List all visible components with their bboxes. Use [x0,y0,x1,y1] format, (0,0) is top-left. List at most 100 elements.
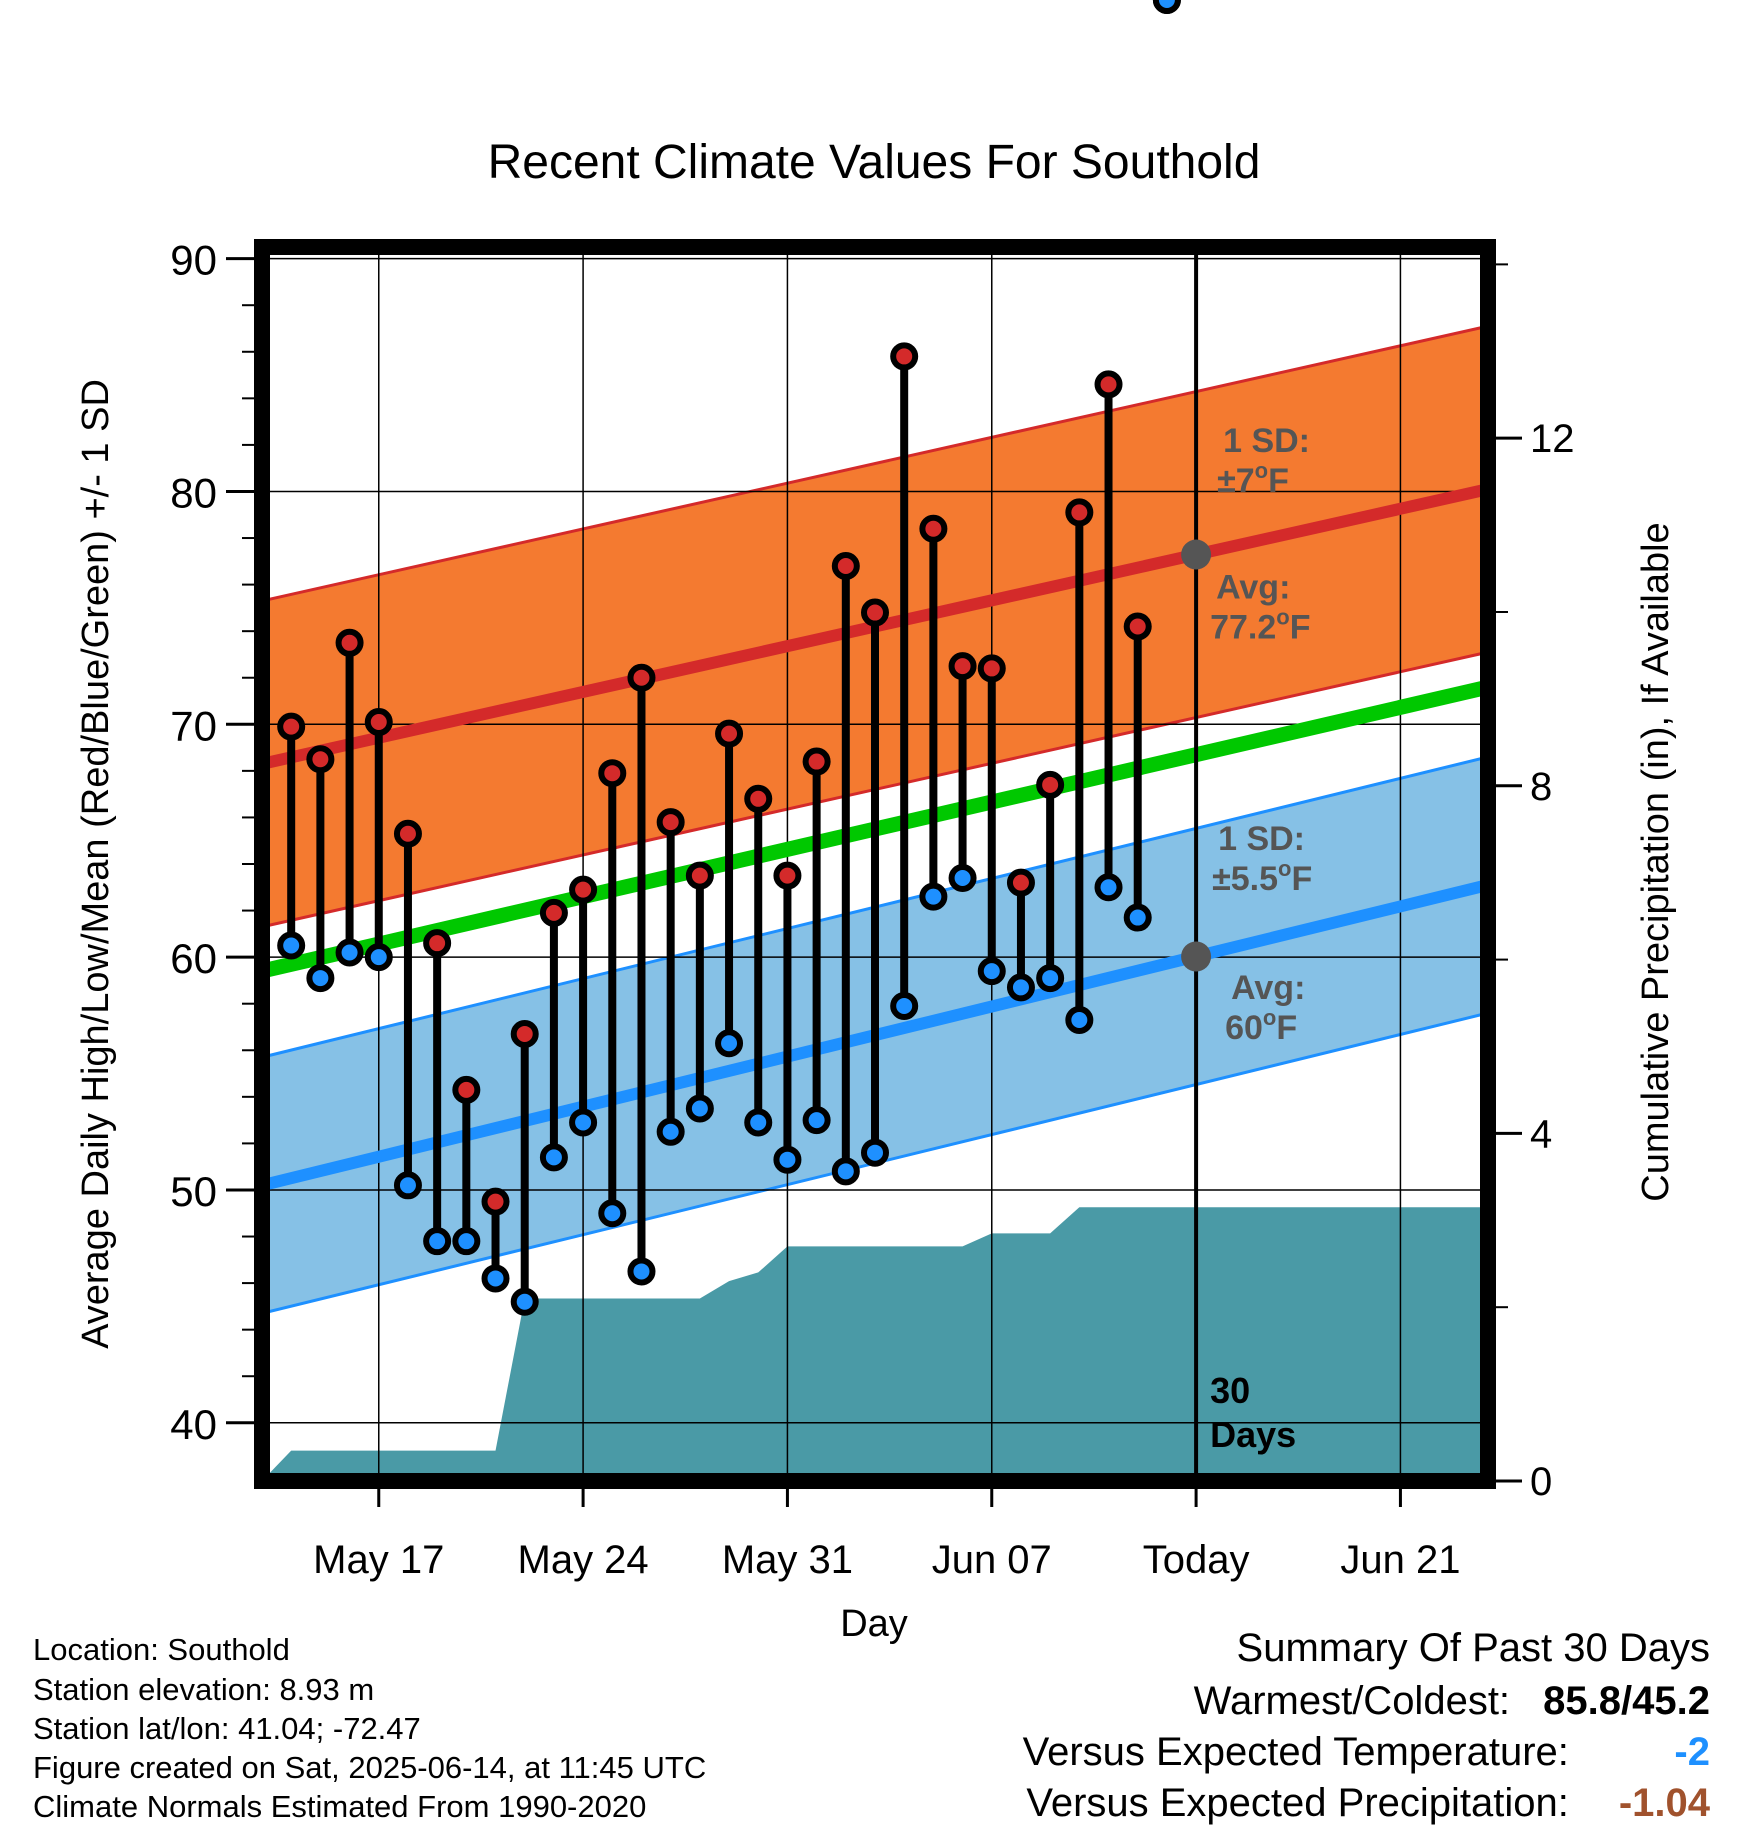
summary-warmest-row: Warmest/Coldest: 85.8/45.2 [1194,1681,1710,1721]
high-temp-point [364,707,393,736]
daily-observations [277,0,1181,1316]
precip-area [262,1207,1488,1481]
high-temp-point [744,784,773,813]
low-temp-point [627,1257,656,1286]
y2-axis-label: Cumulative Precipitation (in), If Availa… [1635,522,1677,1201]
high-temp-point [481,1187,510,1216]
high-temp-point [656,808,685,837]
low-avg-annotation-value: 60oF [1225,1005,1297,1047]
summary-precip-row: Versus Expected Precipitation: -1.04 [1026,1783,1710,1823]
low-temp-point [831,1157,860,1186]
high-temp-point [861,598,889,627]
high-temp-point [598,759,627,788]
high-temp-point [277,712,306,741]
low-temp-point [802,1106,831,1135]
low-temp-point [948,863,977,892]
low-sd-annotation-label: 1 SD: [1218,820,1305,858]
low-temp-point [890,992,919,1021]
high-temp-point [306,745,335,774]
high-temp-point [1094,370,1123,399]
high-temp-point [773,861,802,890]
y2-tick-label-0: 0 [1530,1460,1552,1504]
high-temp-point [1065,498,1094,527]
low-temp-point [744,1108,773,1137]
low-temp-point [1152,0,1181,14]
low-temp-point [685,1094,714,1123]
low-temp-point [423,1227,452,1256]
high-temp-point [539,898,568,927]
high-temp-point [715,719,744,748]
high-temp-point [452,1075,481,1104]
high-temp-point [919,514,948,543]
period-label-unit: Days [1210,1414,1296,1455]
low-temp-point [598,1199,627,1228]
high-temp-point [423,929,452,958]
high-avg-annotation-value: 77.2oF [1210,605,1310,647]
y2-tick-label-4: 4 [1530,1112,1552,1156]
y-axis-label: Average Daily High/Low/Mean (Red/Blue/Gr… [75,379,117,1349]
y-tick-label-90: 90 [170,237,217,284]
high-temp-point [977,654,1006,683]
precip-layer [262,1207,1488,1481]
low-temp-point [715,1029,744,1058]
x-tick-label-jun-07: Jun 07 [932,1538,1052,1582]
x-tick-label-may-31: May 31 [722,1538,853,1582]
low-temp-point [452,1227,481,1256]
high-temp-point [1123,612,1152,641]
low-temp-point [919,882,948,911]
high-temp-point [510,1019,539,1048]
y-tick-label-60: 60 [170,935,217,982]
high-temp-point [627,663,656,692]
footer-elevation: Station elevation: 8.93 m [33,1672,375,1707]
high-temp-point [831,551,860,580]
low-temp-point [773,1145,802,1174]
x-tick-label-may-17: May 17 [313,1538,444,1582]
y2-tick-label-8: 8 [1530,765,1552,809]
low-temp-point [1094,873,1123,902]
low-temp-point [1036,964,1065,993]
low-temp-point [977,957,1006,986]
high-temp-point [948,652,977,681]
summary-temp-row: Versus Expected Temperature: -2 [1023,1732,1710,1772]
low-sd-annotation-value: ±5.5oF [1212,856,1312,898]
low-temp-point [656,1117,685,1146]
chart-title: Recent Climate Values For Southold [488,136,1261,189]
y2-tick-label-12: 12 [1530,417,1575,461]
high-temp-point [335,628,364,657]
x-tick-label-jun-21: Jun 21 [1340,1538,1460,1582]
y-tick-label-80: 80 [170,469,217,516]
high-temp-point [1006,868,1035,897]
high-sd-annotation-label: 1 SD: [1223,422,1310,460]
low-temp-point [861,1138,889,1167]
temp-value: -2 [1674,1730,1710,1774]
x-tick-label-today: Today [1143,1538,1250,1582]
low-temp-point [1123,903,1152,932]
low-temp-point [335,938,364,967]
low-temp-point [510,1287,539,1316]
today-high-avg-marker [1181,539,1212,570]
high-temp-point [802,747,831,776]
high-temp-point [890,342,919,371]
high-temp-point [569,875,598,904]
temp-label: Versus Expected Temperature: [1022,1730,1569,1774]
precip-label: Versus Expected Precipitation: [1026,1781,1569,1825]
high-temp-point [685,861,714,890]
low-avg-annotation-label: Avg: [1231,969,1305,1007]
y-tick-label-40: 40 [170,1401,217,1448]
today-layer [1181,247,1212,1481]
footer-location: Location: Southold [33,1632,290,1667]
period-label-number: 30 [1210,1370,1250,1411]
precip-value: -1.04 [1618,1781,1710,1825]
summary-title: Summary Of Past 30 Days [1236,1626,1710,1670]
x-tick-label-may-24: May 24 [518,1538,649,1582]
low-temp-point [569,1108,598,1137]
y-tick-label-70: 70 [170,702,217,749]
plot-frame [254,239,1496,1489]
warmest-value: 85.8/45.2 [1543,1679,1710,1723]
low-temp-point [1065,1005,1094,1034]
high-temp-point [1036,770,1065,799]
